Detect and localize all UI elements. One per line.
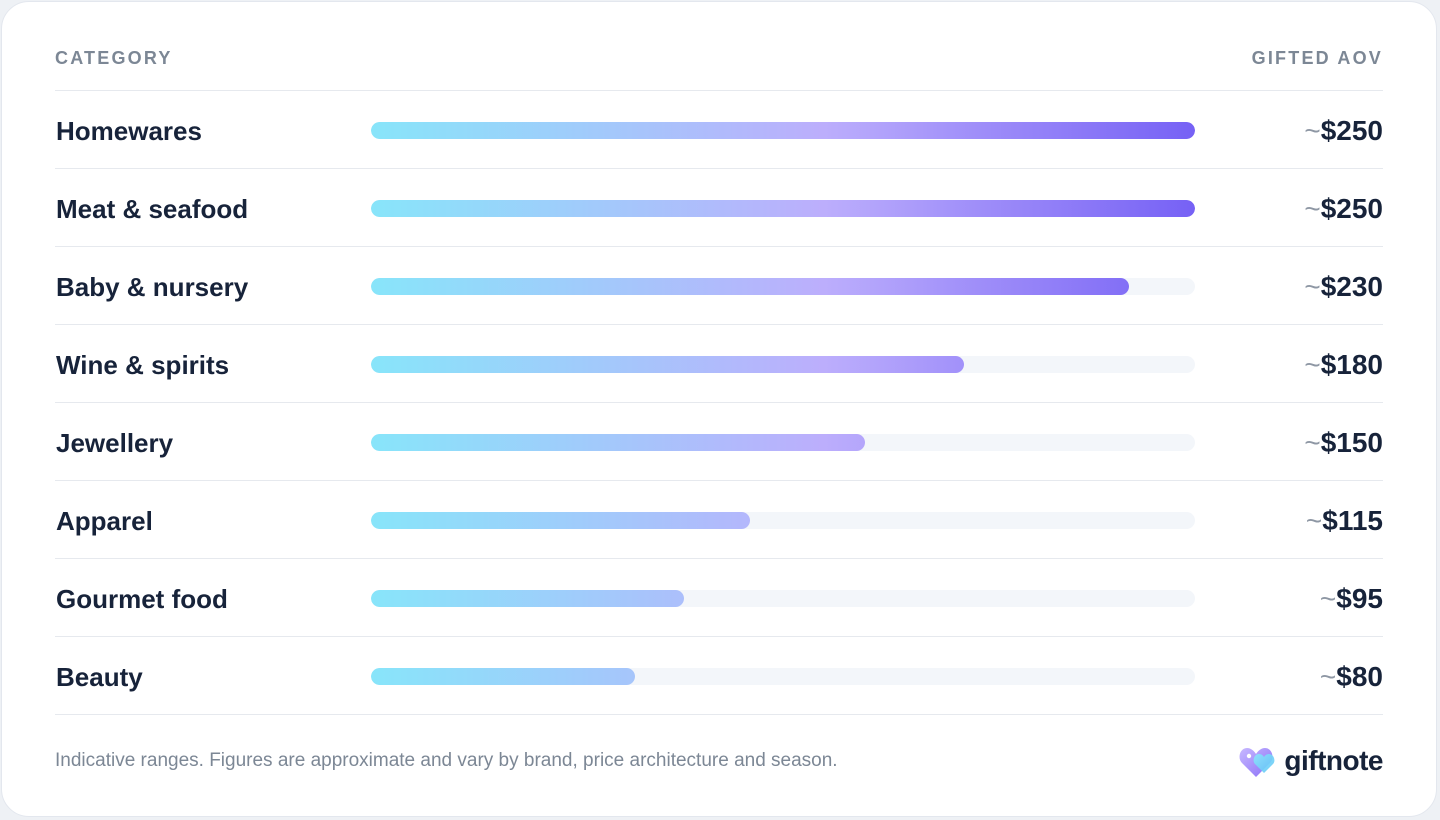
value-label: ~$230 (1304, 271, 1383, 302)
category-label: Beauty (56, 662, 143, 692)
value-label: ~$180 (1304, 349, 1383, 380)
bar-track (371, 590, 1195, 607)
heart-tag-icon (1239, 748, 1275, 777)
bar-track (371, 200, 1195, 217)
bar-row: Baby & nursery ~$230 (55, 247, 1383, 325)
bar (371, 278, 1129, 295)
bar-row: Apparel ~$115 (55, 481, 1383, 559)
value-label: ~$115 (1305, 505, 1383, 536)
value-label: ~$95 (1319, 583, 1383, 614)
value-label: ~$250 (1304, 193, 1383, 224)
bar (371, 356, 964, 373)
bar-row: Jewellery ~$150 (55, 403, 1383, 481)
bar-track (371, 122, 1195, 139)
bar-track (371, 278, 1195, 295)
value-label: ~$150 (1304, 427, 1383, 458)
category-column-header: CATEGORY (55, 48, 173, 68)
bar-row: Homewares ~$250 (55, 91, 1383, 169)
bar-track (371, 512, 1195, 529)
bar (371, 512, 750, 529)
category-label: Wine & spirits (56, 350, 230, 380)
category-label: Jewellery (56, 428, 174, 458)
bar-rows: Homewares ~$250 Meat & seafood ~$250 Baby & … (55, 91, 1383, 715)
category-label: Apparel (56, 506, 153, 536)
value-label: ~$250 (1304, 115, 1383, 146)
footnote: Indicative ranges. Figures are approxima… (55, 750, 838, 771)
bar (371, 200, 1195, 217)
table-header: CATEGORY GIFTED AOV (55, 48, 1383, 91)
bar-track (371, 668, 1195, 685)
value-column-header: GIFTED AOV (1251, 48, 1383, 68)
bar-row: Wine & spirits ~$180 (55, 325, 1383, 403)
bar-row: Meat & seafood ~$250 (55, 169, 1383, 247)
bar (371, 434, 865, 451)
bar (371, 668, 635, 685)
category-label: Homewares (56, 116, 202, 146)
bar-row: Gourmet food ~$95 (55, 559, 1383, 637)
bar-track (371, 356, 1195, 373)
brand-name: giftnote (1284, 745, 1383, 776)
bar (371, 122, 1195, 139)
category-label: Meat & seafood (56, 194, 249, 224)
bar-track (371, 434, 1195, 451)
bar-row: Beauty ~$80 (55, 637, 1383, 715)
value-label: ~$80 (1319, 661, 1383, 692)
brand-logo: giftnote (1238, 743, 1383, 779)
category-label: Gourmet food (56, 584, 228, 614)
category-label: Baby & nursery (56, 272, 249, 302)
bar (371, 590, 684, 607)
